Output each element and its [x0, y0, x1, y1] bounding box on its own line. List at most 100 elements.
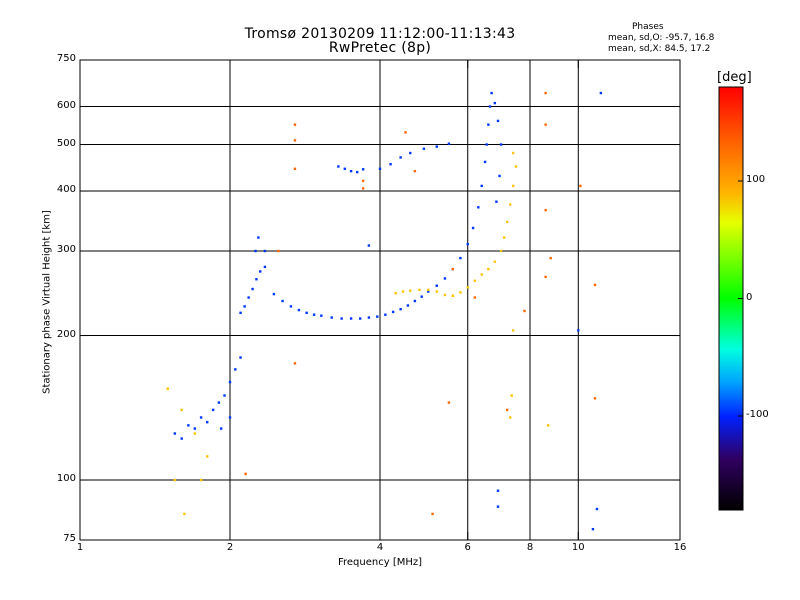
o-mode-point — [199, 416, 203, 419]
x-mode-point — [394, 292, 397, 295]
o-mode-point — [480, 184, 483, 188]
x-mode-point — [418, 288, 421, 292]
x-mode-point — [511, 329, 515, 332]
y-tick-label: 300 — [56, 244, 76, 255]
o-mode-point — [205, 420, 209, 424]
x-mode-point — [166, 387, 169, 390]
outlier-point — [361, 187, 365, 190]
o-mode-point — [259, 270, 262, 273]
o-mode-point — [243, 305, 246, 308]
o-mode-point — [435, 284, 438, 287]
outlier-point — [579, 184, 582, 188]
outlier-point — [447, 401, 451, 404]
x-mode-point — [508, 416, 512, 419]
x-mode-point — [435, 290, 438, 293]
y-tick-label: 75 — [63, 533, 76, 544]
x-mode-point — [487, 267, 490, 271]
outlier-point — [451, 267, 455, 271]
x-mode-point — [508, 203, 512, 206]
o-mode-point — [187, 424, 190, 427]
outlier-point — [473, 296, 477, 299]
x-mode-point — [443, 293, 447, 297]
x-mode-point — [514, 165, 518, 168]
o-mode-point — [228, 416, 232, 419]
o-mode-point — [263, 265, 267, 269]
o-mode-point — [281, 299, 284, 303]
x-mode-point — [505, 220, 509, 224]
o-mode-point — [358, 317, 362, 320]
x-mode-point — [199, 478, 203, 482]
y-tick-label: 750 — [56, 53, 76, 64]
x-mode-point — [546, 424, 550, 427]
x-mode-point — [193, 432, 197, 435]
o-mode-point — [447, 142, 451, 145]
y-axis-label: Stationary phase Virtual Height [km] — [41, 210, 53, 394]
o-mode-point — [349, 169, 353, 173]
o-mode-point — [466, 242, 469, 246]
colorbar-unit-label: [deg] — [717, 70, 752, 85]
o-mode-point — [247, 296, 250, 299]
o-mode-point — [496, 119, 500, 123]
o-mode-point — [234, 368, 237, 371]
o-mode-point — [413, 299, 417, 303]
o-mode-point — [173, 432, 177, 435]
axis-ticks — [79, 59, 681, 541]
y-tick-label: 500 — [56, 137, 76, 149]
o-mode-point — [340, 317, 343, 320]
o-mode-point — [591, 527, 595, 531]
x-mode-point — [510, 394, 513, 397]
o-mode-point — [219, 427, 223, 430]
o-mode-point — [378, 167, 382, 171]
o-mode-point — [355, 170, 359, 174]
outlier-point — [593, 397, 597, 400]
x-mode-point — [180, 408, 183, 412]
outlier-point — [413, 169, 417, 173]
o-mode-point — [389, 162, 392, 166]
o-mode-point — [228, 380, 232, 384]
x-mode-point — [205, 455, 209, 458]
x-mode-point — [473, 279, 477, 283]
x-tick-label: 4 — [376, 542, 384, 553]
o-mode-point — [443, 277, 447, 280]
o-mode-point — [217, 401, 221, 404]
o-mode-point — [499, 143, 503, 146]
o-mode-point — [211, 408, 215, 412]
x-mode-point — [409, 289, 412, 292]
x-tick-label: 8 — [526, 542, 534, 553]
o-mode-point — [399, 156, 402, 159]
x-mode-point — [499, 249, 503, 253]
colorbar-ticks — [738, 180, 743, 417]
o-mode-point — [361, 168, 365, 171]
colorbar-tick-label: 0 — [746, 291, 753, 303]
data-points — [166, 91, 603, 531]
o-mode-point — [312, 313, 316, 316]
o-mode-point — [367, 316, 371, 319]
o-mode-point — [595, 507, 599, 511]
x-tick-label: 1 — [76, 542, 84, 553]
o-mode-point — [471, 226, 475, 230]
x-tick-label: 2 — [226, 542, 234, 553]
phase-stats-o-mode: mean, sd,O: -95.7, 16.8 — [608, 33, 715, 43]
colorbar-tick-label: -100 — [746, 409, 769, 420]
x-mode-point — [511, 151, 515, 155]
y-tick-label: 600 — [56, 99, 76, 111]
o-mode-point — [320, 314, 323, 317]
outlier-point — [293, 362, 297, 365]
o-mode-point — [367, 244, 371, 247]
o-mode-point — [427, 290, 430, 293]
o-mode-point — [498, 174, 501, 178]
o-mode-point — [297, 308, 301, 312]
chart-subtitle: RwPretec (8p) — [328, 40, 432, 56]
o-mode-point — [577, 329, 580, 332]
x-mode-point — [511, 184, 515, 188]
o-mode-point — [485, 143, 488, 146]
o-mode-point — [251, 287, 254, 291]
x-axis-label: Frequency [MHz] — [337, 557, 423, 568]
outlier-point — [431, 512, 434, 516]
o-mode-point — [496, 505, 500, 508]
o-mode-point — [399, 307, 402, 311]
outlier-point — [505, 408, 509, 412]
o-mode-point — [255, 278, 258, 281]
o-mode-point — [272, 292, 276, 296]
